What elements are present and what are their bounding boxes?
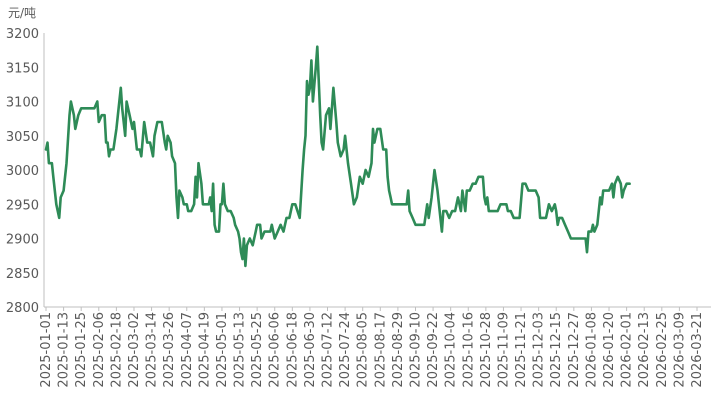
x-tick-label: 2025-03-14 <box>145 312 160 388</box>
x-tick-label: 2025-09-22 <box>426 312 441 388</box>
x-tick-label: 2025-10-28 <box>479 312 494 388</box>
x-tick-label: 2025-06-30 <box>303 312 318 388</box>
y-tick-label: 2800 <box>6 301 39 316</box>
x-tick-label: 2025-05-13 <box>233 312 248 388</box>
x-tick-label: 2025-07-24 <box>338 312 353 388</box>
x-tick-label: 2025-05-01 <box>215 312 230 388</box>
x-tick-label: 2025-06-18 <box>285 312 300 388</box>
x-tick-label: 2025-02-18 <box>109 312 124 388</box>
y-tick-label: 2950 <box>6 198 39 213</box>
x-tick-label: 2026-02-13 <box>637 312 652 388</box>
y-axis-unit-label: 元/吨 <box>8 6 36 20</box>
x-tick-label: 2025-04-07 <box>180 312 195 388</box>
x-tick-label: 2026-03-09 <box>672 312 687 388</box>
x-tick-label: 2025-04-19 <box>197 312 212 388</box>
x-tick-label: 2025-08-29 <box>391 312 406 388</box>
x-tick-label: 2025-01-01 <box>39 312 54 388</box>
x-tick-label: 2026-02-25 <box>655 312 670 388</box>
y-tick-label: 2900 <box>6 233 39 248</box>
y-tick-label: 3150 <box>6 61 39 76</box>
y-tick-label: 3200 <box>6 27 39 42</box>
x-tick-label: 2025-11-09 <box>496 312 511 388</box>
price-series-line <box>44 45 631 268</box>
y-tick-label: 3000 <box>6 164 39 179</box>
x-tick-label: 2025-02-06 <box>92 312 107 388</box>
x-tick-label: 2025-09-10 <box>408 312 423 388</box>
y-tick-label: 3100 <box>6 96 39 111</box>
x-tick-label: 2025-10-16 <box>461 312 476 388</box>
y-tick-label: 3050 <box>6 130 39 145</box>
y-tick-label: 2850 <box>6 267 39 282</box>
x-tick-label: 2025-11-21 <box>514 312 529 388</box>
y-tick-labels: 2800 2850 2900 2950 3000 3050 3100 3150 3200 <box>6 27 39 316</box>
x-tick-label: 2025-12-15 <box>549 312 564 388</box>
x-tick-label: 2025-05-25 <box>250 312 265 388</box>
x-tick-label: 2025-07-12 <box>321 312 336 388</box>
x-tick-label: 2025-06-06 <box>268 312 283 388</box>
x-tick-label: 2026-03-21 <box>690 312 705 388</box>
x-tick-label: 2025-08-17 <box>373 312 388 388</box>
x-tick-label: 2026-02-01 <box>620 312 635 388</box>
x-tick-label: 2025-03-26 <box>162 312 177 388</box>
x-tick-label: 2025-10-04 <box>444 312 459 388</box>
x-tick-labels: 2025-01-01 2025-01-13 2025-01-25 2025-02-06… <box>39 307 705 388</box>
x-tick-label: 2025-01-13 <box>57 312 72 388</box>
x-tick-label: 2026-01-20 <box>602 312 617 388</box>
x-tick-label: 2025-12-03 <box>532 312 547 388</box>
x-tick-label: 2025-08-05 <box>356 312 371 388</box>
x-tick-label: 2025-03-02 <box>127 312 142 388</box>
x-tick-label: 2026-01-08 <box>584 312 599 388</box>
x-tick-label: 2025-12-27 <box>567 312 582 388</box>
x-tick-label: 2025-01-25 <box>74 312 89 388</box>
